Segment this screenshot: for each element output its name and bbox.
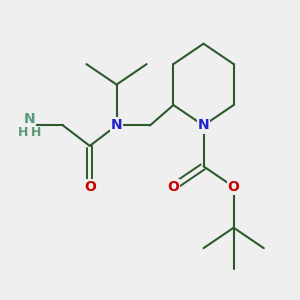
Text: N: N	[198, 118, 209, 133]
Text: O: O	[228, 180, 240, 194]
Text: N: N	[24, 112, 35, 126]
Text: N: N	[111, 118, 122, 133]
Text: O: O	[84, 180, 96, 194]
Text: H: H	[18, 126, 29, 139]
Text: O: O	[167, 180, 179, 194]
Text: H: H	[30, 126, 41, 139]
